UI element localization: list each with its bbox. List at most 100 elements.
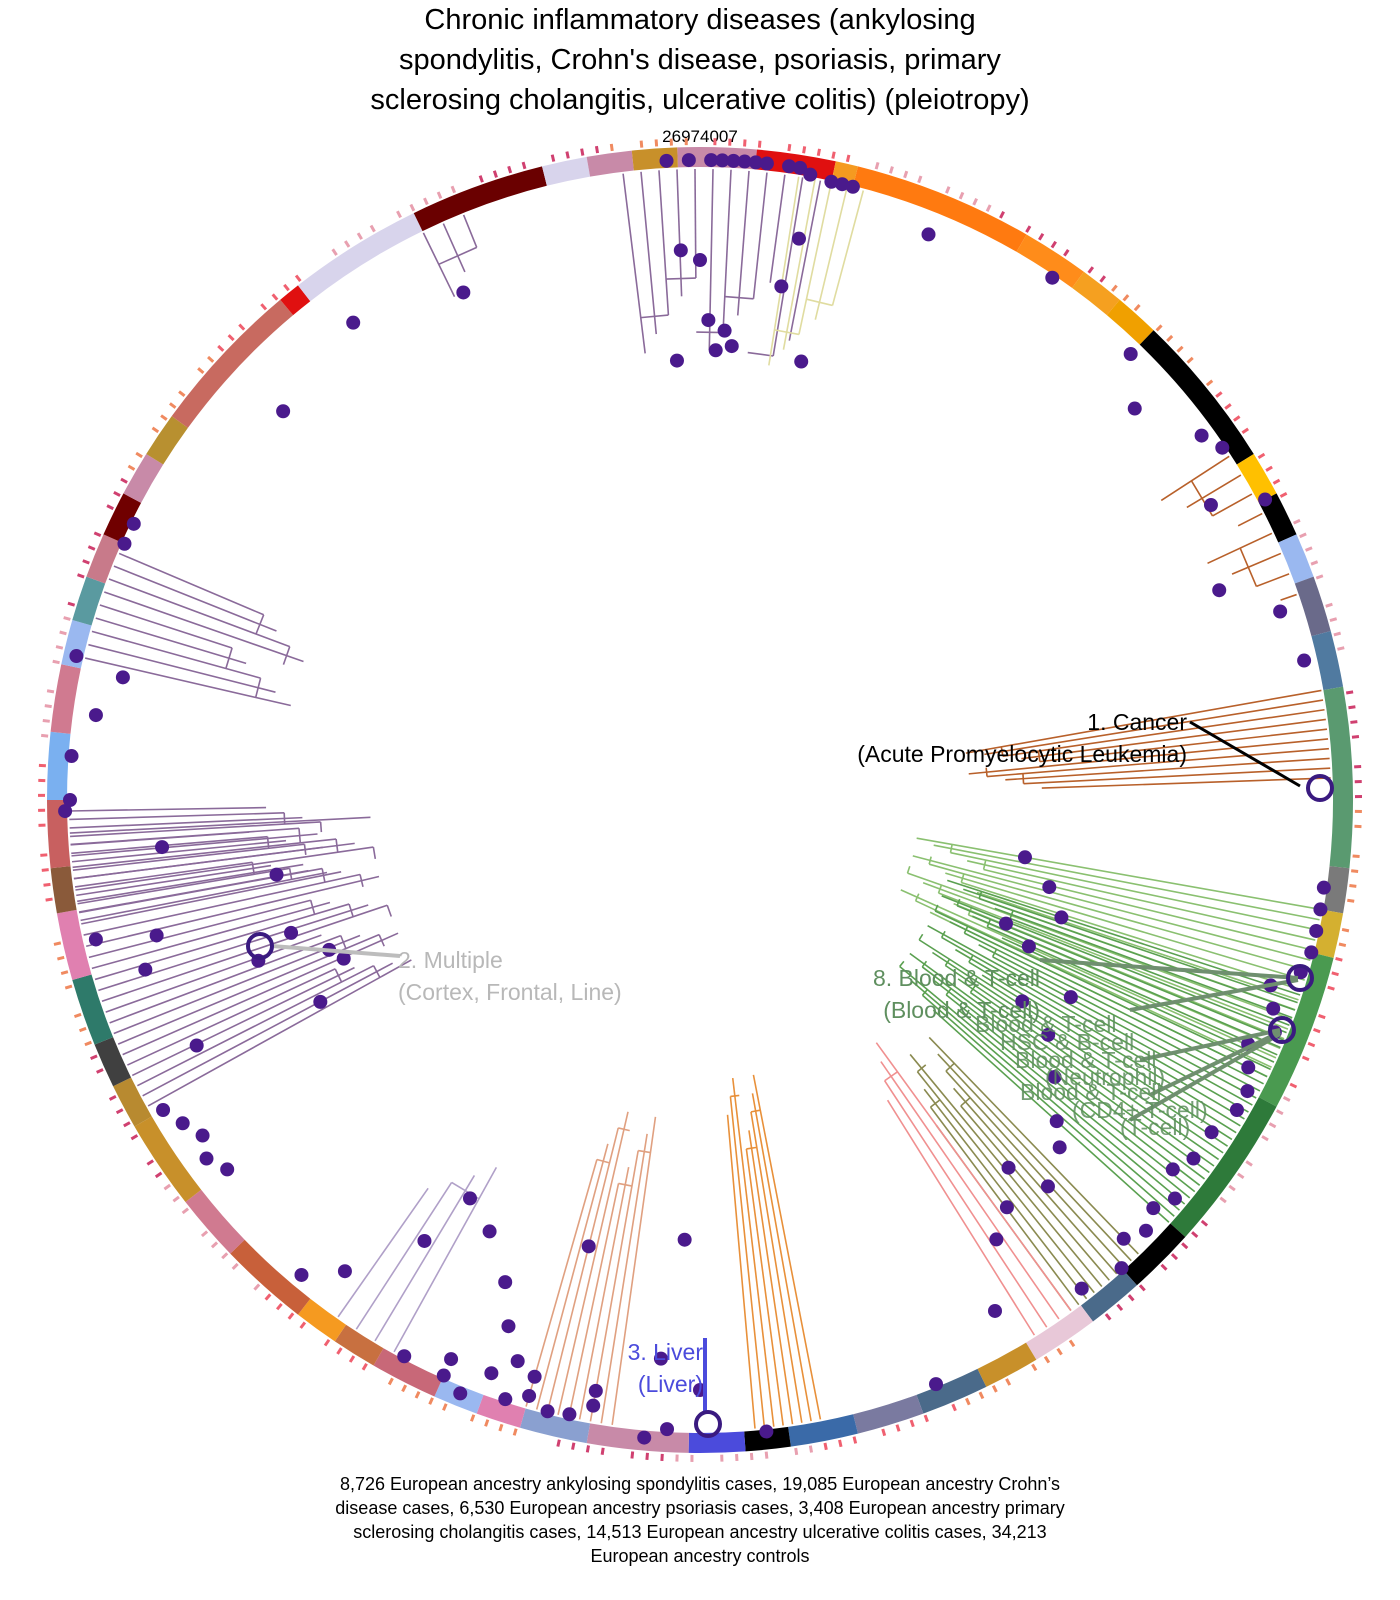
multiple-label: 2. Multiple (398, 947, 503, 973)
trait-point (1229, 1103, 1244, 1117)
ring-tick (1181, 1242, 1189, 1250)
tree-branch-connector (348, 903, 354, 917)
ring-tick (1315, 574, 1324, 580)
tree-branch (71, 835, 268, 855)
ring-tick (1186, 356, 1194, 364)
ring-tick (1257, 452, 1266, 460)
tree-branch (69, 816, 303, 829)
trait-point (1212, 583, 1227, 598)
ring-segment (853, 166, 1027, 252)
tree-branch (1256, 573, 1290, 588)
trait-point (1045, 270, 1060, 285)
trait-point (337, 1264, 352, 1279)
trait-point (501, 1319, 516, 1334)
trait-point (724, 339, 739, 354)
trait-point (1054, 910, 1069, 925)
ring-tick (108, 1095, 117, 1101)
trait-point (1127, 401, 1142, 416)
trait-point (1146, 1201, 1161, 1216)
tree-branch (782, 179, 816, 350)
blood-leader-line-4 (1149, 1030, 1281, 1097)
tree-branch (880, 1061, 1060, 1320)
ring-tick (200, 1230, 209, 1238)
ring-tick (1111, 284, 1118, 292)
tree-branch-connector (921, 989, 928, 996)
ring-tick (852, 1436, 858, 1444)
tree-branch (921, 966, 1206, 1180)
ring-segment (185, 1189, 245, 1254)
ring-tick (231, 1262, 239, 1270)
blood-marker-1 (1286, 964, 1314, 992)
trait-point (759, 156, 774, 171)
tree-branch (355, 1181, 453, 1330)
trait-point (921, 227, 936, 242)
tree-branch-connector (986, 919, 992, 928)
ring-segment (1236, 453, 1277, 503)
ring-segment (113, 1077, 152, 1127)
tree-branch (113, 934, 361, 1035)
ring-segment (373, 1348, 443, 1397)
tree-branch (94, 903, 350, 981)
multiple-leader-line (271, 944, 401, 958)
ring-tick (331, 248, 338, 256)
ring-tick (965, 1397, 971, 1406)
ring-tick (1063, 249, 1070, 257)
ring-tick (1338, 942, 1347, 948)
ring-tick (275, 1302, 283, 1311)
blood-leader-line-3 (1139, 1028, 1281, 1062)
tree-branch-connector (309, 900, 316, 915)
ring-tick (1292, 518, 1301, 525)
ring-tick (1236, 1172, 1245, 1180)
ring-tick (630, 1451, 635, 1459)
trait-point (791, 231, 806, 246)
ring-tick (609, 143, 614, 152)
tree-branch (88, 899, 311, 959)
tree-branch (80, 871, 328, 922)
tree-branch (1212, 493, 1253, 517)
trait-point (715, 153, 730, 168)
trait-point (794, 354, 809, 369)
ring-tick (42, 718, 50, 723)
ring-segment (123, 453, 164, 503)
tree-branch (74, 861, 253, 888)
liver-marker (694, 1410, 722, 1438)
ring-tick (1349, 884, 1357, 888)
tree-branch (726, 1114, 756, 1429)
trait-point (220, 1162, 235, 1177)
trait-point (88, 708, 103, 723)
tree-branch-connector (1239, 547, 1258, 587)
tree-branch (337, 1187, 429, 1318)
trait-point (149, 928, 164, 943)
trait-point (1021, 939, 1036, 954)
trait-point (1297, 653, 1312, 668)
trait-point (1204, 1125, 1219, 1140)
ring-tick (414, 1391, 421, 1399)
tree-branch (1039, 728, 1328, 763)
ring-tick (221, 1252, 229, 1260)
trait-point (588, 1383, 603, 1398)
trait-point (824, 174, 839, 189)
ring-segment (50, 866, 77, 914)
ring-tick (1276, 1109, 1284, 1116)
trait-point (669, 353, 684, 368)
tree-branch (950, 851, 1318, 931)
ring-tick (409, 203, 416, 212)
trait-point (1240, 1084, 1255, 1099)
trait-point (1313, 902, 1328, 917)
tree-branch (954, 948, 1245, 1120)
trait-point (58, 804, 73, 819)
tree-branch (933, 980, 1201, 1186)
tree-branch (91, 630, 261, 679)
ring-tick (73, 1012, 82, 1019)
trait-point (835, 177, 850, 192)
ring-segment (171, 299, 294, 428)
ring-tick (64, 984, 73, 990)
tree-branch-connector (378, 934, 385, 947)
tree-branch (557, 1111, 629, 1416)
trait-point (522, 1388, 537, 1403)
trait-point (1074, 1281, 1089, 1296)
title-line-3: sclerosing cholangitis, ulcerative colit… (370, 84, 1030, 116)
tree-branch (751, 1093, 812, 1422)
ring-segment (56, 909, 92, 980)
overlap-label-5: Blood & T-cell (1020, 1079, 1161, 1105)
